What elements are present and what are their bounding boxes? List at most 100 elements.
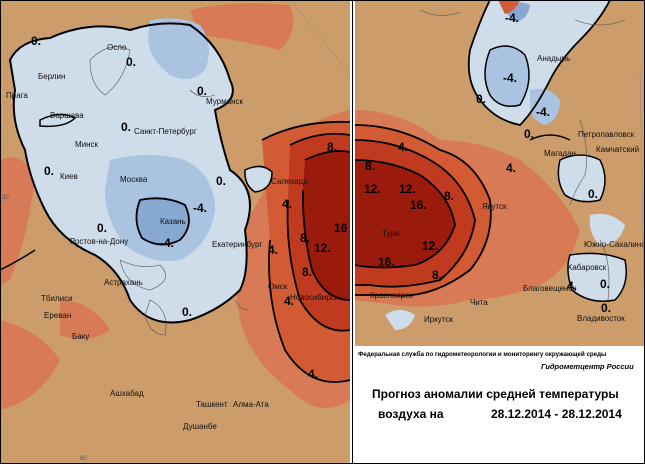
isoline-label: 16. bbox=[410, 198, 427, 212]
isoline-0 bbox=[467, 1, 611, 126]
meridian-line bbox=[290, 1, 350, 75]
right-map bbox=[355, 1, 644, 346]
left-city-labels: Осло Берлин Прага Варшава Минск Киев Мос… bbox=[6, 43, 339, 431]
isoline-minus4 bbox=[484, 45, 530, 107]
city-label: Баку bbox=[72, 332, 89, 341]
cold-region bbox=[385, 310, 415, 330]
cold-region bbox=[567, 253, 627, 302]
city-label: Мурманск bbox=[206, 97, 243, 106]
city-label: Красноярск bbox=[370, 291, 413, 300]
city-label: Магадан bbox=[544, 149, 576, 158]
city-label: Астрахань bbox=[104, 278, 143, 287]
left-isoline-labels: 0. 0. 0. 0. 0. 0. 0. 0. -4. -4. 4. 4. 4.… bbox=[31, 34, 348, 381]
city-label: Прага bbox=[6, 91, 28, 100]
isoline-label: 8. bbox=[432, 268, 442, 282]
city-label: Берлин bbox=[38, 72, 65, 81]
cold-medium-region bbox=[148, 18, 209, 79]
city-label: Осло bbox=[107, 43, 127, 52]
coastline bbox=[189, 89, 216, 97]
coastline bbox=[144, 299, 167, 336]
city-label: Ростов-на-Дону bbox=[70, 237, 128, 246]
isoline-8 bbox=[355, 139, 476, 288]
isoline-label: 4. bbox=[282, 197, 292, 211]
cold-region bbox=[244, 166, 272, 192]
isoline-label: 0. bbox=[524, 127, 534, 141]
isoline-label: 12. bbox=[422, 239, 439, 253]
isoline-label: 4. bbox=[398, 140, 408, 154]
isoline-label: 0. bbox=[182, 305, 192, 319]
warm-region bbox=[1, 320, 60, 410]
isoline-label: 0. bbox=[197, 84, 207, 98]
city-label: Минск bbox=[75, 140, 99, 149]
isoline-4 bbox=[355, 124, 492, 297]
city-label: Душанбе bbox=[183, 422, 217, 431]
city-label: Ташкент bbox=[196, 400, 228, 409]
isoline-label: 8. bbox=[327, 140, 337, 154]
isoline-label: 0. bbox=[121, 120, 131, 134]
city-label: Москва bbox=[120, 175, 148, 184]
city-label: Тура bbox=[382, 229, 400, 238]
cold-region bbox=[589, 213, 625, 245]
isoline-12 bbox=[355, 159, 456, 269]
city-label: Якутск bbox=[482, 202, 507, 211]
city-label: Чита bbox=[470, 298, 488, 307]
isoline-label: 4. bbox=[268, 243, 278, 257]
warm-region bbox=[1, 157, 35, 285]
isoline-label: -4. bbox=[160, 236, 174, 250]
parallel-line bbox=[1, 199, 31, 206]
city-label: Омск bbox=[268, 282, 288, 291]
city-label: Анадырь bbox=[537, 54, 570, 63]
isoline-0 bbox=[39, 113, 77, 128]
coastline bbox=[599, 239, 610, 301]
left-map bbox=[1, 1, 350, 463]
isoline-label: 0. bbox=[588, 187, 598, 201]
city-label: Санкт-Петербург bbox=[134, 127, 197, 136]
city-label: Благовещенск bbox=[523, 284, 576, 293]
isoline-label: 8. bbox=[302, 265, 312, 279]
coastline bbox=[234, 299, 249, 311]
city-label: Камчатский bbox=[596, 145, 639, 154]
city-label: Казань bbox=[160, 217, 186, 226]
city-label: Тбилиси bbox=[41, 294, 73, 303]
city-label: Новосибирск bbox=[290, 293, 339, 302]
city-label: Петропавловск bbox=[578, 130, 635, 139]
forecast-period: 28.12.2014 - 28.12.2014 bbox=[491, 407, 622, 421]
warm-region bbox=[60, 300, 110, 339]
isoline-label: 12. bbox=[399, 182, 416, 196]
isoline-0 bbox=[1, 249, 36, 271]
isoline-label: 0. bbox=[216, 174, 226, 188]
isoline-8 bbox=[286, 132, 350, 332]
isoline-label: 12. bbox=[314, 241, 331, 255]
meridian-line bbox=[639, 69, 644, 300]
right-city-labels: Анадырь Петропавловск Камчатский Магадан… bbox=[370, 54, 645, 324]
isoline-0 bbox=[557, 154, 606, 203]
city-label: Екатеринбург bbox=[212, 240, 262, 249]
warm-medium-region bbox=[498, 1, 520, 14]
warm-extreme-region bbox=[302, 151, 350, 300]
city-label: Иркутск bbox=[424, 315, 453, 324]
isoline-label: 0. bbox=[126, 55, 136, 69]
isoline-label: -4. bbox=[503, 71, 517, 85]
isoline-label: 0. bbox=[31, 34, 41, 48]
isoline-4 bbox=[261, 120, 350, 383]
isoline-12 bbox=[302, 150, 350, 301]
isoline-label: 4. bbox=[506, 161, 516, 175]
cold-medium-region bbox=[485, 46, 529, 107]
coastline bbox=[119, 259, 166, 291]
isoline-label: -4. bbox=[193, 201, 207, 215]
coastline bbox=[569, 119, 587, 206]
city-label: Киев bbox=[60, 172, 78, 181]
isoline-label: 0. bbox=[601, 301, 611, 315]
isoline-label: 0. bbox=[600, 277, 610, 291]
city-label: Ереван bbox=[44, 311, 71, 320]
map-title-label: воздуха на bbox=[378, 407, 444, 421]
isoline-label: 8. bbox=[444, 189, 454, 203]
city-label: Варшава bbox=[50, 111, 84, 120]
city-label: Алма-Ата bbox=[233, 400, 269, 409]
coastline bbox=[574, 19, 626, 26]
city-label: Владивосток bbox=[577, 314, 625, 323]
cold-strong-region bbox=[136, 198, 189, 245]
isoline-minus4 bbox=[135, 197, 190, 246]
